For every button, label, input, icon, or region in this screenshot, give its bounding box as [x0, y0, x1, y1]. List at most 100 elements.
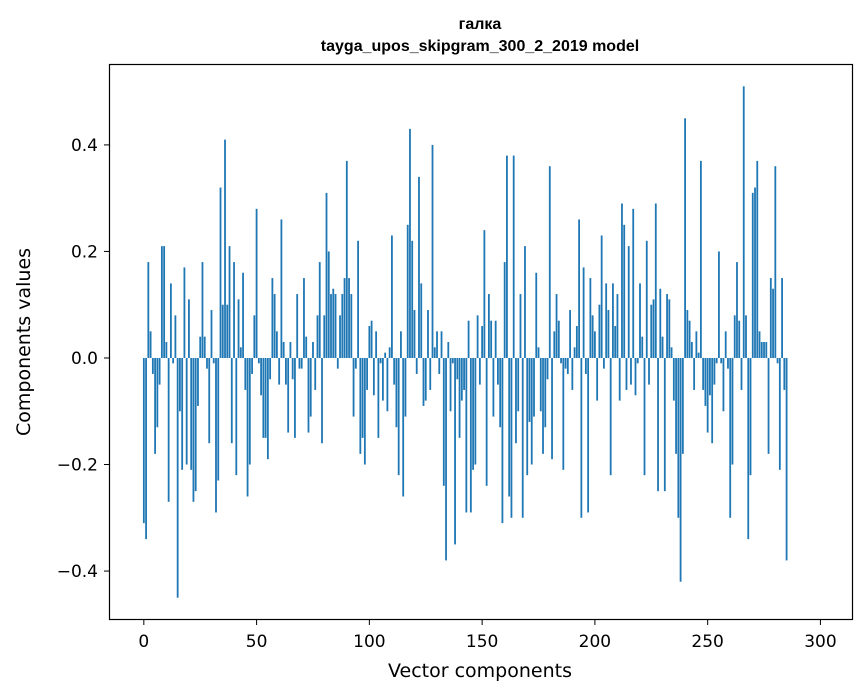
bar: [163, 246, 166, 358]
bar: [535, 272, 538, 358]
bar: [363, 357, 366, 465]
y-tick-label: 0.2: [71, 242, 98, 262]
bar: [512, 155, 515, 358]
bar: [677, 357, 680, 518]
bar: [557, 320, 560, 358]
bar: [654, 203, 657, 358]
bar: [598, 304, 601, 358]
bar: [490, 320, 493, 358]
bar: [485, 357, 488, 486]
bar: [492, 357, 495, 417]
bar: [413, 310, 416, 358]
bar: [436, 331, 438, 358]
y-tick-label: −0.2: [57, 456, 98, 476]
bar: [652, 299, 655, 358]
bar: [343, 278, 346, 358]
bar: [575, 326, 578, 358]
bar: [632, 208, 635, 358]
bar: [681, 357, 684, 454]
bar: [372, 357, 375, 396]
bar: [560, 357, 562, 364]
bar: [411, 240, 414, 358]
bar: [151, 357, 154, 374]
bar: [720, 357, 723, 364]
bar: [415, 357, 418, 374]
bar: [230, 357, 233, 444]
x-tick-label: 250: [691, 632, 723, 652]
bar: [618, 357, 621, 401]
bar: [573, 347, 576, 358]
bar: [149, 331, 152, 358]
bar: [206, 357, 208, 369]
bar: [361, 357, 364, 438]
bar: [156, 357, 159, 428]
bar: [287, 357, 290, 433]
bar: [501, 357, 504, 524]
bar: [612, 283, 614, 358]
chart-title: галка: [459, 16, 502, 33]
bar: [201, 262, 204, 358]
bar: [503, 262, 506, 358]
bar: [203, 336, 206, 358]
bar: [300, 357, 303, 369]
y-axis-ticks: −0.4 −0.2 0.0 0.2 0.4: [57, 136, 110, 582]
bar: [375, 331, 378, 358]
bar: [686, 310, 689, 358]
bar: [352, 357, 355, 417]
bar: [188, 299, 190, 358]
bar: [548, 166, 551, 358]
bar: [176, 357, 179, 598]
bar: [460, 357, 463, 401]
bar: [684, 118, 686, 358]
x-tick-label: 300: [804, 632, 836, 652]
bar: [397, 357, 400, 476]
bar: [271, 278, 274, 358]
bar: [758, 331, 761, 358]
bar: [621, 203, 623, 358]
bar: [609, 357, 612, 476]
bar: [354, 357, 357, 369]
bar: [409, 128, 411, 358]
bar: [751, 192, 754, 358]
bar: [370, 320, 373, 358]
bar: [318, 262, 321, 358]
bar: [278, 357, 281, 385]
plot-frame: [108, 63, 854, 621]
bar: [747, 357, 750, 540]
x-tick-label: 50: [246, 632, 268, 652]
bar: [506, 155, 508, 358]
bar: [154, 357, 156, 454]
bar: [760, 342, 763, 358]
bar: [566, 357, 569, 374]
bar: [571, 357, 574, 390]
bar: [474, 357, 477, 465]
bar: [275, 331, 278, 358]
bar: [341, 294, 344, 358]
bar: [718, 251, 720, 358]
bar: [749, 357, 752, 476]
bar: [695, 331, 698, 358]
bar: [562, 357, 565, 470]
bar: [497, 357, 499, 385]
bar: [384, 352, 387, 358]
bar: [325, 192, 328, 358]
bar: [285, 357, 287, 385]
bar: [729, 357, 732, 518]
bar: [641, 336, 644, 358]
bar: [580, 357, 583, 518]
bar: [449, 357, 452, 412]
bar: [451, 357, 454, 364]
bar: [181, 357, 184, 470]
bar: [636, 357, 639, 364]
bar: [228, 246, 231, 358]
bar: [639, 283, 641, 358]
bar: [731, 357, 734, 465]
y-tick-label: 0.4: [71, 136, 98, 156]
bar: [783, 357, 786, 390]
bar: [659, 288, 662, 358]
bar: [251, 357, 253, 374]
bar: [772, 288, 774, 358]
bar: [339, 315, 341, 358]
bar: [142, 357, 145, 524]
bar: [533, 357, 535, 417]
